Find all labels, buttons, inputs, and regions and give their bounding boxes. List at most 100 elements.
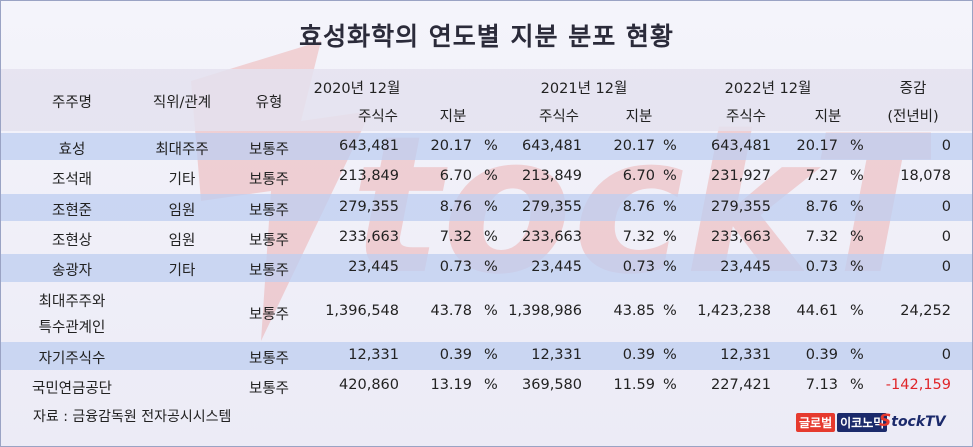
cell-change: -142,159 [885,377,951,393]
header-stake-2022: 지분 [814,109,842,125]
cell-pct: % [484,303,498,319]
source-note: 자료 : 금융감독원 전자공시시스템 [33,409,232,425]
cell-pct: % [850,347,864,363]
cell-s2021: 23,445 [531,259,582,275]
cell-p2022: 20.17 [796,137,838,154]
cell-p2022: 0.73 [805,259,838,275]
cell-shareholder: 조현상 [51,232,93,249]
cell-p2021: 0.73 [622,259,655,275]
cell-pct: % [663,137,677,154]
cell-p2021: 7.32 [622,228,655,245]
cell-s2022: 23,445 [720,259,771,275]
cell-p2020: 0.73 [439,259,472,275]
cell-change: 0 [941,228,951,245]
cell-p2022: 7.27 [805,168,838,184]
cell-p2020: 0.39 [439,347,472,363]
cell-p2022: 44.61 [796,303,838,319]
cell-s2021: 1,398,986 [508,303,582,319]
cell-pct: % [663,228,677,245]
cell-s2022: 12,331 [720,347,771,363]
cell-relation: 기타 [168,263,196,279]
cell-s2022: 643,481 [711,137,771,154]
header-shares-2021: 주식수 [538,109,580,125]
cell-s2020: 279,355 [339,198,399,215]
header-stake-2020: 지분 [439,109,467,125]
table-row [1,254,972,282]
cell-pct: % [850,137,864,154]
cell-pct: % [484,198,498,215]
cell-s2021: 213,849 [522,168,582,184]
cell-p2021: 0.39 [622,347,655,363]
header-year-2020: 2020년 12월 [313,81,401,97]
cell-pct: % [484,259,498,275]
cell-pct: % [484,168,498,184]
cell-s2022: 227,421 [711,377,771,393]
header-shares-2020: 주식수 [357,109,399,125]
page-title: 효성화학의 연도별 지분 분포 현황 [299,22,674,51]
cell-type: 보통주 [248,141,290,158]
cell-pct: % [484,377,498,393]
header-shares-2022: 주식수 [725,109,767,125]
cell-s2022: 231,927 [711,168,771,184]
cell-p2021: 43.85 [613,303,655,319]
cell-type: 보통주 [248,232,290,249]
cell-type: 보통주 [248,381,290,397]
cell-s2020: 643,481 [339,137,399,154]
cell-p2020: 13.19 [430,377,472,393]
cell-s2022: 233,663 [711,228,771,245]
cell-p2022: 7.32 [805,228,838,245]
cell-pct: % [850,198,864,215]
stocktv-logo: StockTV [879,411,946,431]
cell-p2021: 8.76 [622,198,655,215]
cell-p2021: 11.59 [613,377,655,393]
cell-type: 보통주 [248,263,290,279]
cell-s2021: 12,331 [531,347,582,363]
cell-pct: % [663,347,677,363]
cell-s2021: 279,355 [522,198,582,215]
cell-shareholder: 최대주주와 [38,294,106,310]
cell-s2022: 279,355 [711,198,771,215]
cell-shareholder: 국민연금공단 [31,381,113,397]
header-change: 증감 [899,81,927,97]
cell-pct: % [850,377,864,393]
cell-s2022: 1,423,238 [697,303,771,319]
cell-pct: % [484,347,498,363]
cell-p2022: 0.39 [805,347,838,363]
header-year-2021: 2021년 12월 [540,81,628,97]
cell-p2020: 6.70 [439,168,472,184]
cell-shareholder: 효성 [58,141,86,158]
cell-change: 18,078 [900,168,951,184]
table-header [1,69,972,131]
cell-change: 0 [941,259,951,275]
cell-s2020: 233,663 [339,228,399,245]
cell-p2020: 43.78 [430,303,472,319]
cell-pct: % [850,303,864,319]
cell-pct: % [850,228,864,245]
cell-shareholder: 조석래 [51,172,93,188]
cell-shareholder: 자기주식수 [38,351,106,367]
cell-pct: % [663,303,677,319]
cell-change: 0 [941,137,951,154]
header-change-sub: (전년비) [887,109,939,125]
cell-p2020: 20.17 [430,137,472,154]
cell-change: 0 [941,347,951,363]
cell-p2020: 7.32 [439,228,472,245]
header-stake-2021: 지분 [625,109,653,125]
cell-change: 24,252 [900,303,951,319]
cell-type: 보통주 [248,202,290,219]
cell-p2022: 8.76 [805,198,838,215]
table-row [1,133,972,160]
table-row [1,342,972,370]
cell-s2021: 643,481 [522,137,582,154]
cell-pct: % [663,168,677,184]
cell-p2020: 8.76 [439,198,472,215]
cell-s2020: 420,860 [339,377,399,393]
global-economic-logo: 글로벌 이코노믹 [796,413,888,432]
cell-p2021: 20.17 [613,137,655,154]
cell-type: 보통주 [248,351,290,367]
cell-relation: 기타 [168,172,196,188]
cell-p2021: 6.70 [622,168,655,184]
cell-pct: % [850,259,864,275]
header-type: 유형 [255,95,283,111]
